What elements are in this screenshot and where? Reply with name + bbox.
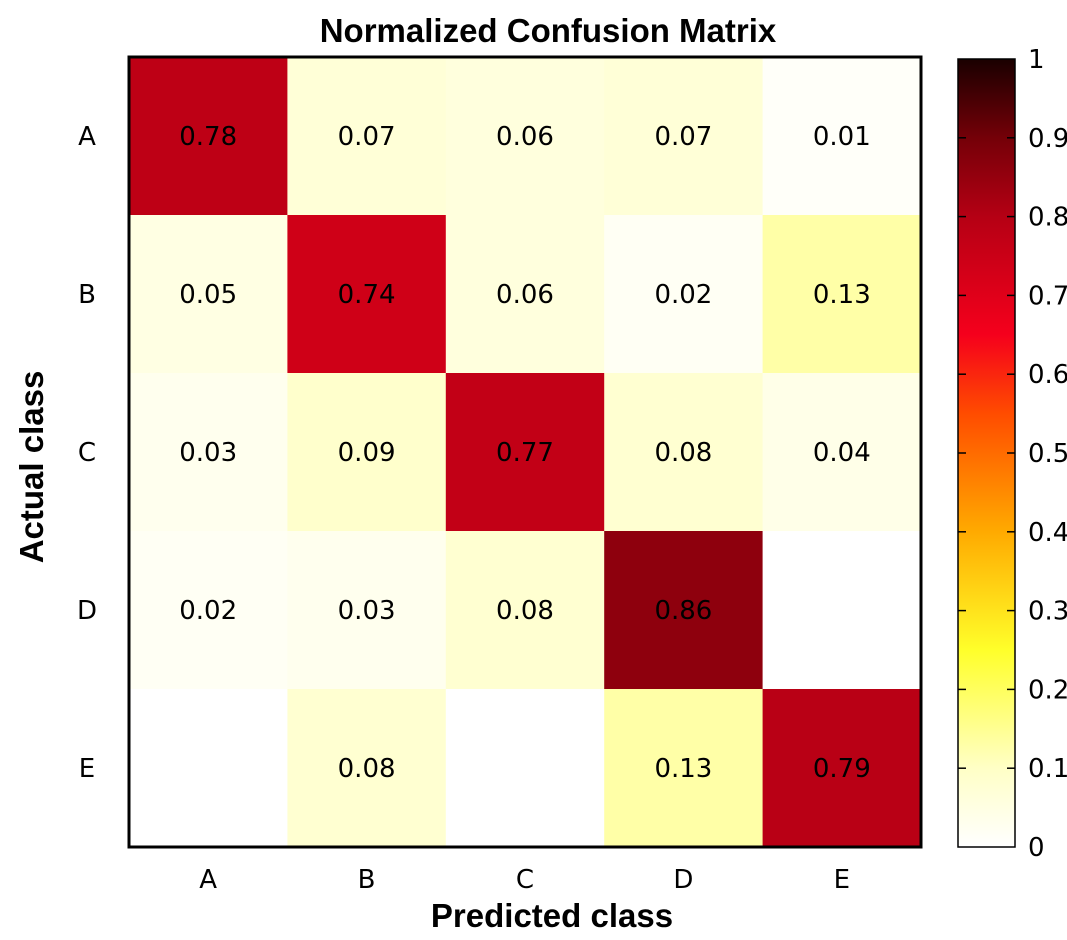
x-tick-label: E [834, 865, 850, 895]
heatmap-cell [287, 373, 447, 532]
cell-value-label: 0.02 [654, 280, 712, 310]
cell-value-label: 0.07 [654, 122, 712, 152]
colorbar-tick-label: 0 [1028, 833, 1045, 863]
cell-value-label: 0.01 [813, 122, 871, 152]
heatmap-cell [445, 215, 605, 374]
y-tick-label: B [78, 280, 96, 310]
y-axis-title: Actual class [13, 371, 50, 564]
heatmap-cell [762, 373, 922, 532]
cell-value-label: 0.78 [179, 122, 237, 152]
heatmap-cell [604, 215, 764, 374]
cell-value-label: 0.13 [813, 280, 871, 310]
heatmap-cell-labels: 0.78 0.07 0.06 0.07 0.01 0.05 0.74 0.06 0.02 0.13… [179, 122, 870, 784]
heatmap-cell [762, 689, 922, 848]
colorbar-tick-label: 0.1 [1028, 754, 1067, 784]
cell-value-label: 0.74 [338, 280, 396, 310]
heatmap-cell [445, 373, 605, 532]
heatmap-cell [129, 57, 288, 216]
colorbar-tick-label: 0.4 [1028, 518, 1067, 548]
heatmap-cell [604, 373, 764, 532]
colorbar-tick-label: 0.2 [1028, 675, 1067, 705]
cell-value-label: 0.77 [496, 438, 554, 468]
heatmap-cell [129, 689, 288, 848]
x-tick-label: C [516, 865, 534, 895]
cell-value-label: 0.06 [496, 280, 554, 310]
heatmap-cell [445, 531, 605, 690]
y-tick-label: D [77, 596, 97, 626]
heatmap-cell [604, 57, 764, 216]
heatmap-cell [129, 373, 288, 532]
y-tick-label: A [78, 122, 96, 152]
colorbar-tick-label: 1 [1028, 45, 1045, 75]
y-tick-labels: A B C D E [77, 122, 97, 784]
plot-frame [127, 55, 923, 849]
heatmap-cell [287, 531, 447, 690]
colorbar-ticks: 0 0.1 0.2 0.3 0.4 0.5 0.6 0.7 0.8 0.9 1 [958, 45, 1067, 863]
cell-value-label: 0.09 [338, 438, 396, 468]
y-tick-label: C [78, 438, 96, 468]
colorbar [957, 58, 1016, 848]
colorbar-tick-label: 0.9 [1028, 124, 1067, 154]
cell-value-label: 0.79 [813, 754, 871, 784]
cell-value-label: 0.86 [654, 596, 712, 626]
x-axis-title: Predicted class [431, 897, 673, 934]
x-tick-label: D [673, 865, 693, 895]
heatmap-cell [445, 57, 605, 216]
heatmap-cell [604, 689, 764, 848]
heatmap-cell [445, 689, 605, 848]
x-tick-labels: A B C D E [199, 865, 850, 895]
colorbar-tick-label: 0.8 [1028, 203, 1067, 233]
x-tick-label: A [199, 865, 217, 895]
cell-value-label: 0.08 [338, 754, 396, 784]
heatmap-cell [287, 57, 447, 216]
cell-value-label: 0.06 [496, 122, 554, 152]
heatmap-cell [287, 215, 447, 374]
x-tick-label: B [358, 865, 376, 895]
cell-value-label: 0.05 [179, 280, 237, 310]
heatmap-cell [129, 215, 288, 374]
colorbar-tick-label: 0.6 [1028, 360, 1067, 390]
heatmap-cell [129, 531, 288, 690]
cell-value-label: 0.03 [338, 596, 396, 626]
cell-value-label: 0.07 [338, 122, 396, 152]
heatmap-cell [762, 57, 922, 216]
chart-title: Normalized Confusion Matrix [320, 12, 777, 49]
colorbar-tick-label: 0.5 [1028, 439, 1067, 469]
cell-value-label: 0.02 [179, 596, 237, 626]
heatmap-cells [129, 57, 922, 848]
heatmap-cell [287, 689, 447, 848]
cell-value-label: 0.13 [654, 754, 712, 784]
cell-value-label: 0.08 [496, 596, 554, 626]
y-tick-label: E [79, 754, 95, 784]
cell-value-label: 0.03 [179, 438, 237, 468]
colorbar-tick-label: 0.3 [1028, 597, 1067, 627]
cell-value-label: 0.04 [813, 438, 871, 468]
cell-value-label: 0.08 [654, 438, 712, 468]
heatmap-cell [604, 531, 764, 690]
heatmap-cell [762, 215, 922, 374]
heatmap-cell [762, 531, 922, 690]
colorbar-tick-label: 0.7 [1028, 281, 1067, 311]
